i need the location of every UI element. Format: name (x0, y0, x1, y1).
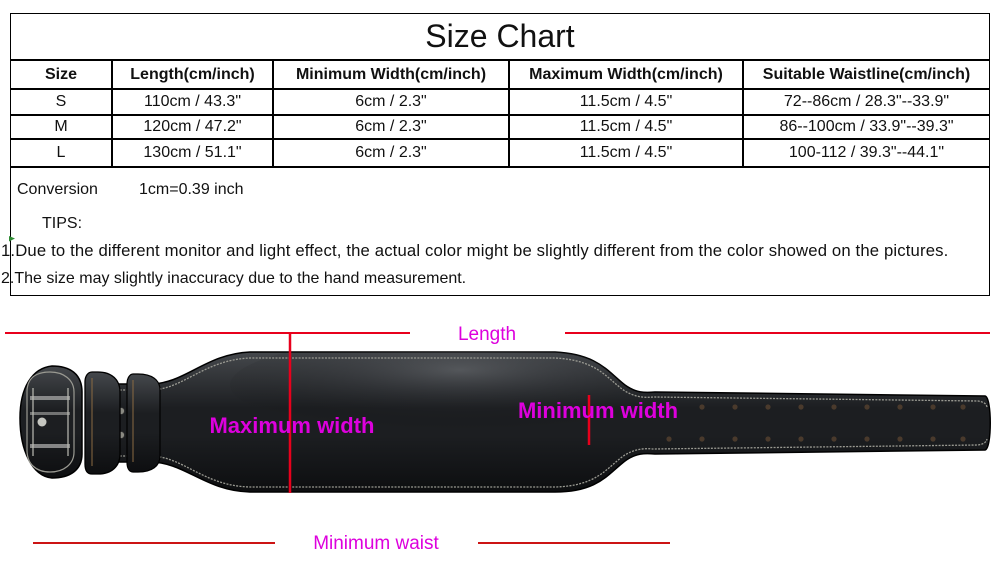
svg-text:Length: Length (458, 324, 516, 345)
svg-text:Minimum width: Minimum width (518, 398, 678, 423)
svg-text:Maximum width: Maximum width (209, 413, 374, 438)
svg-text:Minimum waist: Minimum waist (313, 533, 439, 554)
